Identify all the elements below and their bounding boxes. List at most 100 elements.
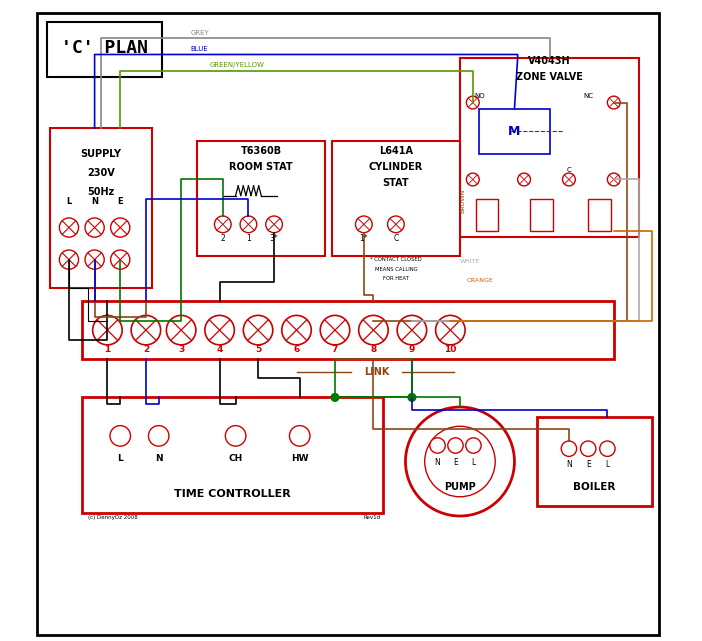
Text: 1*: 1*	[359, 234, 368, 243]
Text: * CONTACT CLOSED: * CONTACT CLOSED	[370, 257, 422, 262]
Text: 3: 3	[178, 345, 184, 354]
Circle shape	[205, 315, 234, 345]
Text: GREEN/YELLOW: GREEN/YELLOW	[210, 62, 265, 69]
Circle shape	[430, 438, 445, 453]
Circle shape	[465, 438, 481, 453]
Text: N: N	[91, 197, 98, 206]
FancyBboxPatch shape	[197, 141, 325, 256]
Circle shape	[110, 426, 131, 446]
FancyBboxPatch shape	[50, 128, 152, 288]
Circle shape	[320, 315, 350, 345]
Text: 230V: 230V	[87, 168, 115, 178]
Circle shape	[93, 315, 122, 345]
Text: NO: NO	[474, 93, 484, 99]
Circle shape	[225, 426, 246, 446]
Text: CH: CH	[228, 454, 243, 463]
Text: BLUE: BLUE	[191, 46, 208, 53]
Circle shape	[406, 407, 515, 516]
Text: STAT: STAT	[383, 178, 409, 188]
Text: C: C	[393, 234, 399, 243]
Text: BROWN: BROWN	[460, 188, 465, 213]
Text: T6360B: T6360B	[241, 146, 282, 156]
Circle shape	[581, 441, 596, 456]
Circle shape	[166, 315, 196, 345]
Circle shape	[60, 250, 79, 269]
Text: L: L	[471, 458, 475, 467]
Text: 50Hz: 50Hz	[87, 187, 114, 197]
Text: L: L	[605, 460, 609, 469]
Circle shape	[266, 216, 282, 233]
Circle shape	[359, 315, 388, 345]
FancyBboxPatch shape	[37, 13, 658, 635]
Text: L: L	[117, 454, 123, 463]
Text: N: N	[155, 454, 162, 463]
Text: LINK: LINK	[364, 367, 390, 377]
Text: 10: 10	[444, 345, 456, 354]
FancyBboxPatch shape	[332, 141, 460, 256]
Text: 9: 9	[409, 345, 415, 354]
Circle shape	[466, 96, 479, 109]
Text: MEANS CALLING: MEANS CALLING	[375, 267, 417, 272]
Text: 1: 1	[246, 234, 251, 243]
Text: L641A: L641A	[379, 146, 413, 156]
Text: CYLINDER: CYLINDER	[369, 162, 423, 172]
Text: L: L	[66, 197, 72, 206]
Circle shape	[240, 216, 257, 233]
Circle shape	[448, 438, 463, 453]
Circle shape	[397, 315, 427, 345]
Circle shape	[607, 173, 621, 186]
Text: 5: 5	[255, 345, 261, 354]
Circle shape	[131, 315, 161, 345]
Text: V4043H: V4043H	[529, 56, 571, 66]
Text: ORANGE: ORANGE	[466, 278, 493, 283]
Circle shape	[60, 218, 79, 237]
Text: SUPPLY: SUPPLY	[81, 149, 121, 159]
Circle shape	[408, 394, 416, 401]
Circle shape	[425, 426, 495, 497]
Text: E: E	[117, 197, 123, 206]
Text: 1: 1	[105, 345, 110, 354]
Circle shape	[561, 441, 576, 456]
Text: 'C' PLAN: 'C' PLAN	[60, 39, 147, 57]
Text: PUMP: PUMP	[444, 482, 476, 492]
Text: 2: 2	[220, 234, 225, 243]
Circle shape	[85, 218, 104, 237]
Circle shape	[600, 441, 615, 456]
Text: N: N	[566, 460, 572, 469]
Circle shape	[111, 250, 130, 269]
Circle shape	[517, 173, 531, 186]
Circle shape	[85, 250, 104, 269]
Circle shape	[215, 216, 231, 233]
FancyBboxPatch shape	[531, 199, 553, 231]
Circle shape	[282, 315, 311, 345]
Circle shape	[466, 173, 479, 186]
Circle shape	[289, 426, 310, 446]
Text: NC: NC	[583, 93, 593, 99]
Circle shape	[331, 394, 339, 401]
FancyBboxPatch shape	[537, 417, 652, 506]
FancyBboxPatch shape	[46, 22, 162, 77]
FancyBboxPatch shape	[460, 58, 640, 237]
Text: 7: 7	[332, 345, 338, 354]
FancyBboxPatch shape	[476, 199, 498, 231]
FancyBboxPatch shape	[479, 109, 550, 154]
Text: Rev1d: Rev1d	[364, 515, 381, 520]
Circle shape	[562, 173, 576, 186]
Circle shape	[388, 216, 404, 233]
Circle shape	[607, 96, 621, 109]
Circle shape	[355, 216, 372, 233]
Text: 6: 6	[293, 345, 300, 354]
Text: BOILER: BOILER	[574, 482, 616, 492]
Circle shape	[111, 218, 130, 237]
FancyBboxPatch shape	[81, 397, 383, 513]
Text: 8: 8	[371, 345, 376, 354]
Text: 3*: 3*	[270, 234, 279, 243]
Text: GREY: GREY	[191, 30, 209, 37]
FancyBboxPatch shape	[81, 301, 614, 359]
Text: (c) DennyOz 2008: (c) DennyOz 2008	[88, 515, 138, 520]
Text: E: E	[453, 458, 458, 467]
Text: ZONE VALVE: ZONE VALVE	[516, 72, 583, 82]
Text: M: M	[508, 125, 521, 138]
Circle shape	[244, 315, 273, 345]
Text: 2: 2	[143, 345, 149, 354]
